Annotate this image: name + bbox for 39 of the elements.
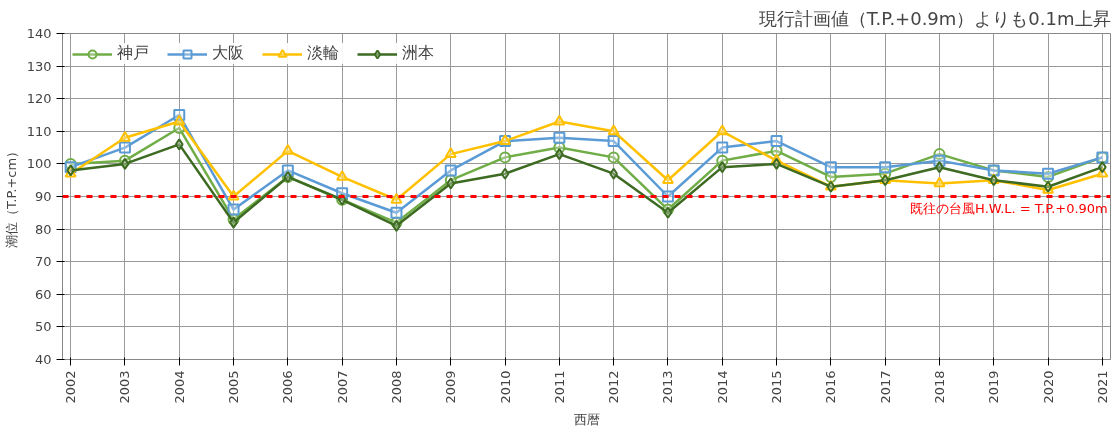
y-tick-label: 50 — [34, 319, 52, 335]
y-tick-label: 40 — [34, 352, 52, 367]
y-tick-label: 130 — [26, 58, 52, 74]
x-tick-label: 2010 — [497, 370, 513, 404]
y-tick-label: 60 — [34, 286, 52, 302]
legend-label: 洲本 — [402, 43, 434, 64]
x-tick-label: 2004 — [171, 370, 187, 404]
x-tick-label: 2016 — [823, 370, 839, 404]
x-tick-label: 2003 — [117, 370, 133, 404]
y-tick-label: 70 — [34, 254, 52, 270]
x-tick-label: 2011 — [551, 370, 567, 404]
x-tick-label: 2019 — [986, 370, 1002, 404]
x-tick-label: 2021 — [1094, 370, 1110, 404]
legend-label: 大阪 — [212, 43, 244, 64]
x-tick-label: 2002 — [63, 370, 79, 404]
y-tick-label: 80 — [34, 221, 52, 237]
x-tick-label: 2017 — [877, 370, 893, 404]
y-tick-label: 110 — [26, 123, 52, 139]
x-tick-label: 2012 — [606, 370, 622, 404]
y-tick-label: 100 — [26, 156, 52, 172]
y-axis-title: 潮位（T.P.+cm） — [3, 144, 19, 249]
legend-label: 淡輪 — [307, 43, 339, 64]
x-tick-label: 2018 — [931, 370, 947, 404]
x-axis-title: 西暦 — [573, 411, 600, 427]
legend-label: 神戸 — [117, 43, 149, 64]
y-tick-label: 140 — [26, 26, 52, 41]
x-tick-label: 2005 — [226, 370, 242, 404]
x-tick-label: 2014 — [714, 370, 730, 404]
text: 現行計画値（T.P.+0.9m）よりも0.1m上昇 — [758, 7, 1111, 29]
x-tick-label: 2007 — [334, 370, 350, 404]
x-tick-label: 2013 — [660, 370, 676, 404]
x-tick-label: 2020 — [1040, 370, 1056, 404]
x-tick-label: 2006 — [280, 370, 296, 404]
x-tick-label: 2009 — [443, 370, 459, 404]
x-tick-label: 2015 — [769, 370, 785, 404]
ref-line-label: 既往の台風H.W.L. = T.P.+0.90m — [910, 200, 1108, 216]
y-tick-label: 120 — [26, 91, 52, 107]
x-tick-label: 2008 — [388, 370, 404, 404]
y-tick-label: 90 — [34, 189, 52, 204]
